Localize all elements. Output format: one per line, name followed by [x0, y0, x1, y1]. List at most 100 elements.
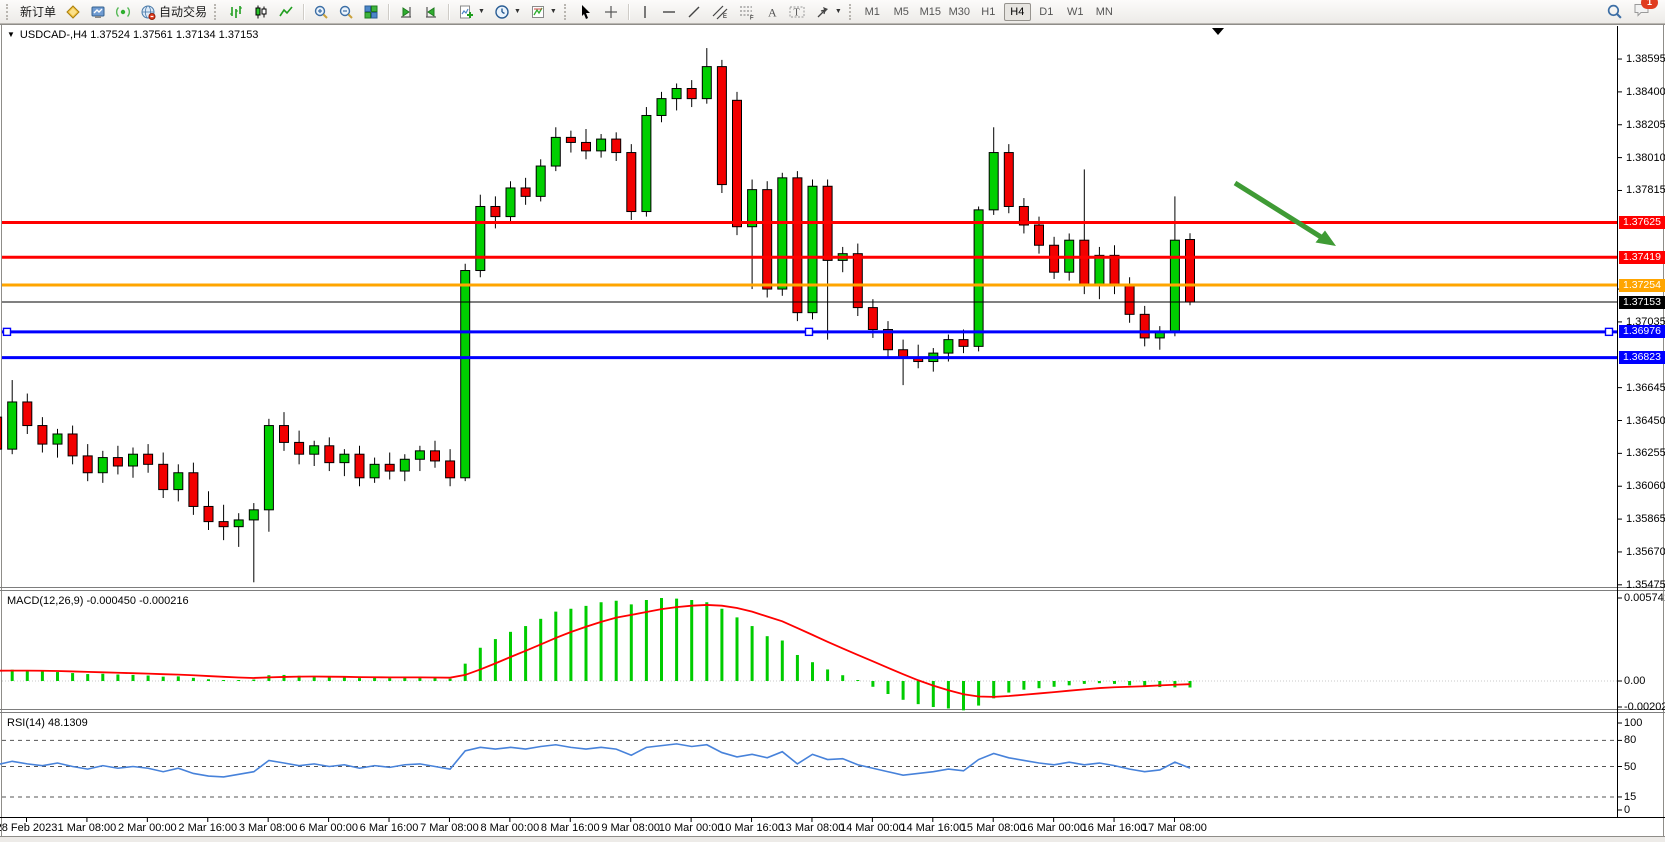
horizontal-line-icon: [662, 10, 675, 13]
auto-trading-label: 自动交易: [159, 5, 208, 19]
rsi-scale-100: 100: [1624, 717, 1643, 729]
vertical-line-button[interactable]: [634, 2, 656, 22]
price-tick-1.38400: 1.38400: [1626, 85, 1665, 98]
symbol-dropdown-icon[interactable]: ▼: [7, 30, 15, 39]
chart-shift-button[interactable]: [419, 2, 443, 22]
indicators-icon: [460, 5, 474, 18]
time-label-10-Mar-00-00: 10 Mar 00:00: [658, 822, 724, 834]
text-button[interactable]: A: [761, 2, 783, 22]
price-tick-1.35670: 1.35670: [1626, 545, 1665, 558]
bar-chart-icon: [230, 5, 243, 18]
toolbar-drag-handle[interactable]: [214, 3, 219, 20]
crosshair-icon: [604, 5, 617, 18]
panel-separators[interactable]: [0, 587, 1665, 818]
notification-badge: 1: [1641, 0, 1658, 9]
rsi-scale-80: 80: [1624, 734, 1637, 747]
tile-windows-icon: [364, 5, 378, 18]
trendline-icon: [688, 6, 700, 17]
time-label-7-Mar-08-00: 7 Mar 08:00: [420, 822, 479, 834]
macd-scale-0.00: 0.00: [1624, 675, 1646, 687]
fibonacci-icon: F: [739, 6, 754, 20]
price-tick-1.36645: 1.36645: [1626, 381, 1665, 394]
line-handle[interactable]: [2, 327, 12, 337]
price-badge-1.36976: 1.36976: [1619, 325, 1665, 339]
candlestick-chart-button[interactable]: [249, 2, 273, 22]
indicators-button[interactable]: ▼: [454, 2, 489, 22]
timeframe-H1[interactable]: H1: [975, 3, 1002, 21]
rsi-line: [0, 743, 1191, 778]
price-tick-1.37035: 1.37035: [1626, 315, 1665, 328]
svg-text:E: E: [723, 14, 727, 20]
zoom-out-button[interactable]: [334, 2, 358, 22]
horizontal-line-button[interactable]: [657, 2, 681, 22]
timeframe-M15[interactable]: M15: [917, 3, 944, 21]
chevron-down-icon: ▼: [549, 8, 557, 15]
diamond-button[interactable]: [61, 2, 85, 22]
time-label-6-Mar-00-00: 6 Mar 00:00: [299, 822, 358, 834]
strategy-tester-button[interactable]: [86, 2, 110, 22]
text-label-button[interactable]: T: [784, 2, 810, 22]
price-badge-1.37254: 1.37254: [1619, 278, 1665, 292]
bar-chart-button[interactable]: [224, 2, 248, 22]
trendline-button[interactable]: [682, 2, 706, 22]
timeframe-H4[interactable]: H4: [1003, 2, 1031, 21]
arrows-button[interactable]: ▼: [811, 2, 846, 22]
time-label-28-Feb-2023: 28 Feb 2023: [0, 822, 58, 834]
chart-shift-marker[interactable]: [1212, 28, 1224, 35]
line-handle[interactable]: [804, 327, 814, 337]
new-order-button[interactable]: 新订单: [16, 2, 60, 22]
rsi-panel[interactable]: [0, 739, 1617, 798]
cursor-button[interactable]: [574, 2, 598, 22]
templates-button[interactable]: ▼: [526, 2, 561, 22]
svg-text:T: T: [793, 7, 799, 18]
chevron-down-icon: ▼: [834, 8, 842, 15]
equidistant-channel-button[interactable]: E: [707, 2, 733, 22]
macd-signal-line: [0, 604, 1191, 698]
auto-trading-button[interactable]: 自动交易: [136, 2, 211, 22]
new-order-label: 新订单: [20, 5, 57, 19]
price-tick-1.35475: 1.35475: [1626, 578, 1665, 591]
vertical-line-icon: [644, 5, 646, 18]
fibonacci-button[interactable]: F: [734, 2, 760, 22]
line-chart-button[interactable]: [274, 2, 298, 22]
price-badge-1.37419: 1.37419: [1619, 250, 1665, 264]
hline-1.36976[interactable]: [2, 327, 1617, 337]
notifications-button[interactable]: 1: [1633, 0, 1658, 23]
timeframe-W1[interactable]: W1: [1062, 3, 1089, 21]
price-tick-1.38205: 1.38205: [1626, 118, 1665, 131]
rsi-scale-15: 15: [1624, 790, 1637, 803]
zoom-in-button[interactable]: [309, 2, 333, 22]
trend-arrow[interactable]: [1233, 180, 1336, 246]
line-handle[interactable]: [1604, 327, 1614, 337]
toolbar-drag-handle[interactable]: [848, 3, 854, 20]
timeframe-M1[interactable]: M1: [859, 3, 886, 21]
toolbar-drag-handle[interactable]: [6, 3, 11, 20]
auto-scroll-button[interactable]: [394, 2, 418, 22]
macd-scale-0.005741: 0.005741: [1624, 591, 1665, 604]
timeframe-M5[interactable]: M5: [888, 3, 915, 21]
macd-scale--0.002027: -0.002027: [1624, 701, 1665, 713]
time-label-2-Mar-16-00: 2 Mar 16:00: [178, 822, 238, 834]
periods-icon: [495, 4, 509, 19]
price-badge-1.37625: 1.37625: [1619, 215, 1665, 229]
tile-windows-button[interactable]: [359, 2, 383, 22]
globe-icon: [141, 5, 156, 20]
timeframe-toolbar: M1 M5 M15 M30 H1 H4 D1 W1 MN: [859, 2, 1118, 21]
macd-panel[interactable]: [0, 598, 1617, 711]
diamond-icon: [66, 4, 80, 19]
toolbar-drag-handle[interactable]: [563, 3, 569, 20]
timeframe-D1[interactable]: D1: [1033, 3, 1060, 21]
rsi-scale-50: 50: [1624, 760, 1637, 773]
crosshair-button[interactable]: [599, 2, 623, 22]
periods-button[interactable]: ▼: [490, 2, 525, 22]
time-label-8-Mar-00-00: 8 Mar 00:00: [480, 822, 540, 834]
price-badge-1.36823: 1.36823: [1619, 351, 1665, 365]
cursor-icon: [581, 4, 590, 19]
time-label-15-Mar-08-00: 15 Mar 08:00: [960, 822, 1026, 834]
timeframe-MN[interactable]: MN: [1091, 3, 1118, 21]
timeframe-M30[interactable]: M30: [946, 3, 973, 21]
signals-button[interactable]: [111, 2, 135, 22]
search-icon[interactable]: [1606, 3, 1623, 20]
